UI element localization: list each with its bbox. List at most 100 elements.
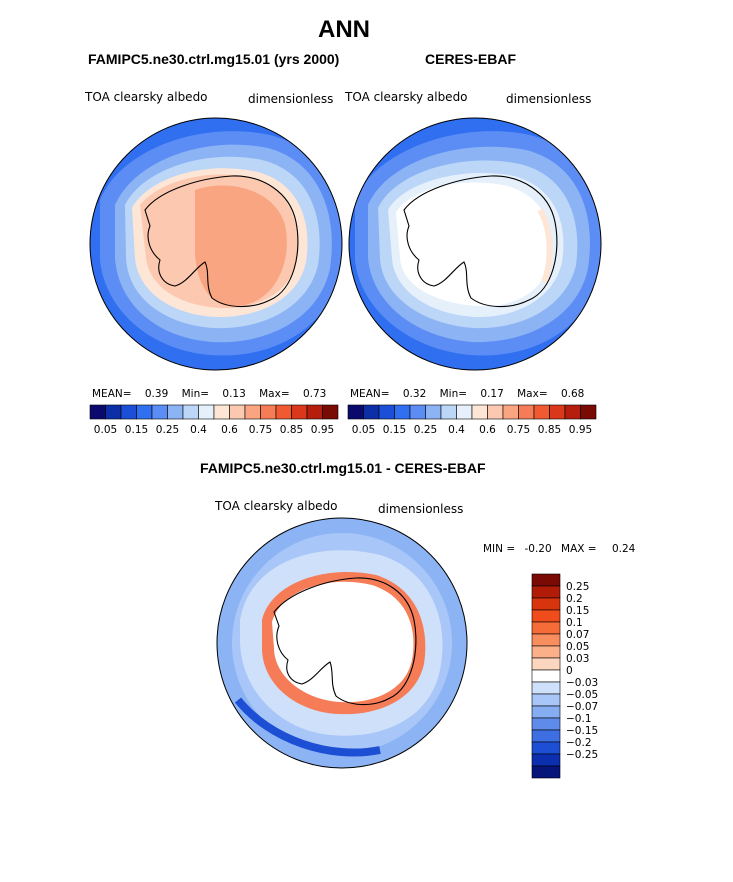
colorbar-swatch [531,657,561,671]
colorbar-model: 0.05 0.15 0.25 0.4 0.6 0.75 0.85 0.95 [89,404,339,436]
colorbar-swatch [531,765,561,779]
colorbar-swatch [409,404,426,420]
panel1-stats: MEAN= 0.39 Min= 0.13 Max= 0.73 [92,388,326,400]
panel3-variable: TOA clearsky albedo [215,499,338,513]
max-value: 0.24 [611,543,636,555]
panel2-variable: TOA clearsky albedo [345,90,468,104]
colorbar-swatch [531,753,561,767]
colorbar-swatch [531,669,561,683]
colorbar-swatch [136,404,153,420]
colorbar-tick-label: 0.25 [566,581,589,593]
colorbar-swatch [456,404,473,420]
colorbar-tick-label: 0.05 [94,424,117,436]
colorbar-tick-label: 0.15 [566,605,589,617]
colorbar-swatch [487,404,504,420]
colorbar-tick-label: 0.1 [566,617,583,629]
colorbar-tick-label: 0.95 [311,424,334,436]
colorbar-swatch [549,404,566,420]
colorbar-tick-label: 0.85 [538,424,561,436]
colorbar-tick-label: 0.85 [280,424,303,436]
colorbar-swatch [440,404,457,420]
colorbar-swatch [322,404,339,420]
panel3-stats: MIN = -0.20 MAX = 0.24 [483,543,635,555]
colorbar-tick-label: −0.1 [566,713,592,725]
colorbar-tick-label: 0.2 [566,593,583,605]
colorbar-tick-label: 0.6 [479,424,496,436]
max-value: 0.68 [560,388,585,400]
min-label: Min= [439,388,468,400]
colorbar-tick-label: 0.95 [569,424,592,436]
panel1-title: FAMIPC5.ne30.ctrl.mg15.01 (yrs 2000) [88,51,340,67]
mean-value: 0.32 [402,388,427,400]
colorbar-swatch [291,404,308,420]
colorbar-swatch [531,573,561,587]
panel2-units: dimensionless [506,92,592,106]
colorbar-tick-label: 0 [566,665,573,677]
max-label: Max= [517,388,548,400]
colorbar-swatch [425,404,442,420]
colorbar-ceres: 0.05 0.15 0.25 0.4 0.6 0.75 0.85 0.95 [347,404,597,436]
colorbar-swatch [378,404,395,420]
colorbar-tick-label: 0.15 [125,424,148,436]
min-label: Min= [181,388,210,400]
colorbar-swatch [182,404,199,420]
colorbar-swatch [198,404,215,420]
colorbar-swatch [120,404,137,420]
colorbar-tick-label: −0.05 [566,689,598,701]
colorbar-swatch [531,645,561,659]
colorbar-diff: 0.250.20.150.10.070.050.030−0.03−0.05−0.… [531,573,598,779]
mean-label: MEAN= [92,388,132,400]
colorbar-tick-label: 0.75 [507,424,530,436]
colorbar-tick-label: 0.05 [566,641,589,653]
colorbar-swatch [518,404,535,420]
colorbar-tick-label: 0.15 [383,424,406,436]
colorbar-tick-label: 0.6 [221,424,238,436]
colorbar-tick-label: 0.4 [190,424,207,436]
colorbar-swatch [580,404,597,420]
colorbar-tick-label: 0.4 [448,424,465,436]
colorbar-swatch [244,404,261,420]
page-title: ANN [318,16,370,43]
colorbar-swatch [151,404,168,420]
colorbar-swatch [531,681,561,695]
colorbar-tick-label: 0.03 [566,653,589,665]
colorbar-swatch [531,693,561,707]
colorbar-tick-label: −0.2 [566,737,592,749]
colorbar-swatch [394,404,411,420]
colorbar-swatch [531,597,561,611]
mean-label: MEAN= [350,388,390,400]
colorbar-swatch [229,404,246,420]
colorbar-swatch [531,609,561,623]
colorbar-tick-label: −0.25 [566,749,598,761]
colorbar-swatch [347,404,364,420]
colorbar-swatch [502,404,519,420]
max-label: MAX = [561,543,597,555]
colorbar-tick-label: 0.05 [352,424,375,436]
colorbar-swatch [564,404,581,420]
colorbar-tick-label: 0.07 [566,629,589,641]
colorbar-tick-label: −0.03 [566,677,598,689]
min-value: 0.13 [222,388,246,400]
colorbar-tick-label: −0.15 [566,725,598,737]
min-value: 0.17 [480,388,504,400]
colorbar-swatch [531,621,561,635]
panel3-title: FAMIPC5.ne30.ctrl.mg15.01 - CERES-EBAF [200,460,486,476]
colorbar-swatch [531,729,561,743]
colorbar-swatch [531,633,561,647]
colorbar-tick-label: −0.07 [566,701,598,713]
panel1-units: dimensionless [248,92,334,106]
colorbar-swatch [533,404,550,420]
colorbar-swatch [105,404,122,420]
max-label: Max= [259,388,290,400]
colorbar-swatch [363,404,380,420]
colorbar-swatch [531,741,561,755]
colorbar-swatch [275,404,292,420]
min-value: -0.20 [524,543,552,555]
max-value: 0.73 [302,388,327,400]
colorbar-swatch [531,705,561,719]
colorbar-swatch [306,404,323,420]
colorbar-tick-label: 0.25 [156,424,179,436]
colorbar-tick-label: 0.75 [249,424,272,436]
colorbar-swatch [531,585,561,599]
panel1-variable: TOA clearsky albedo [85,90,208,104]
